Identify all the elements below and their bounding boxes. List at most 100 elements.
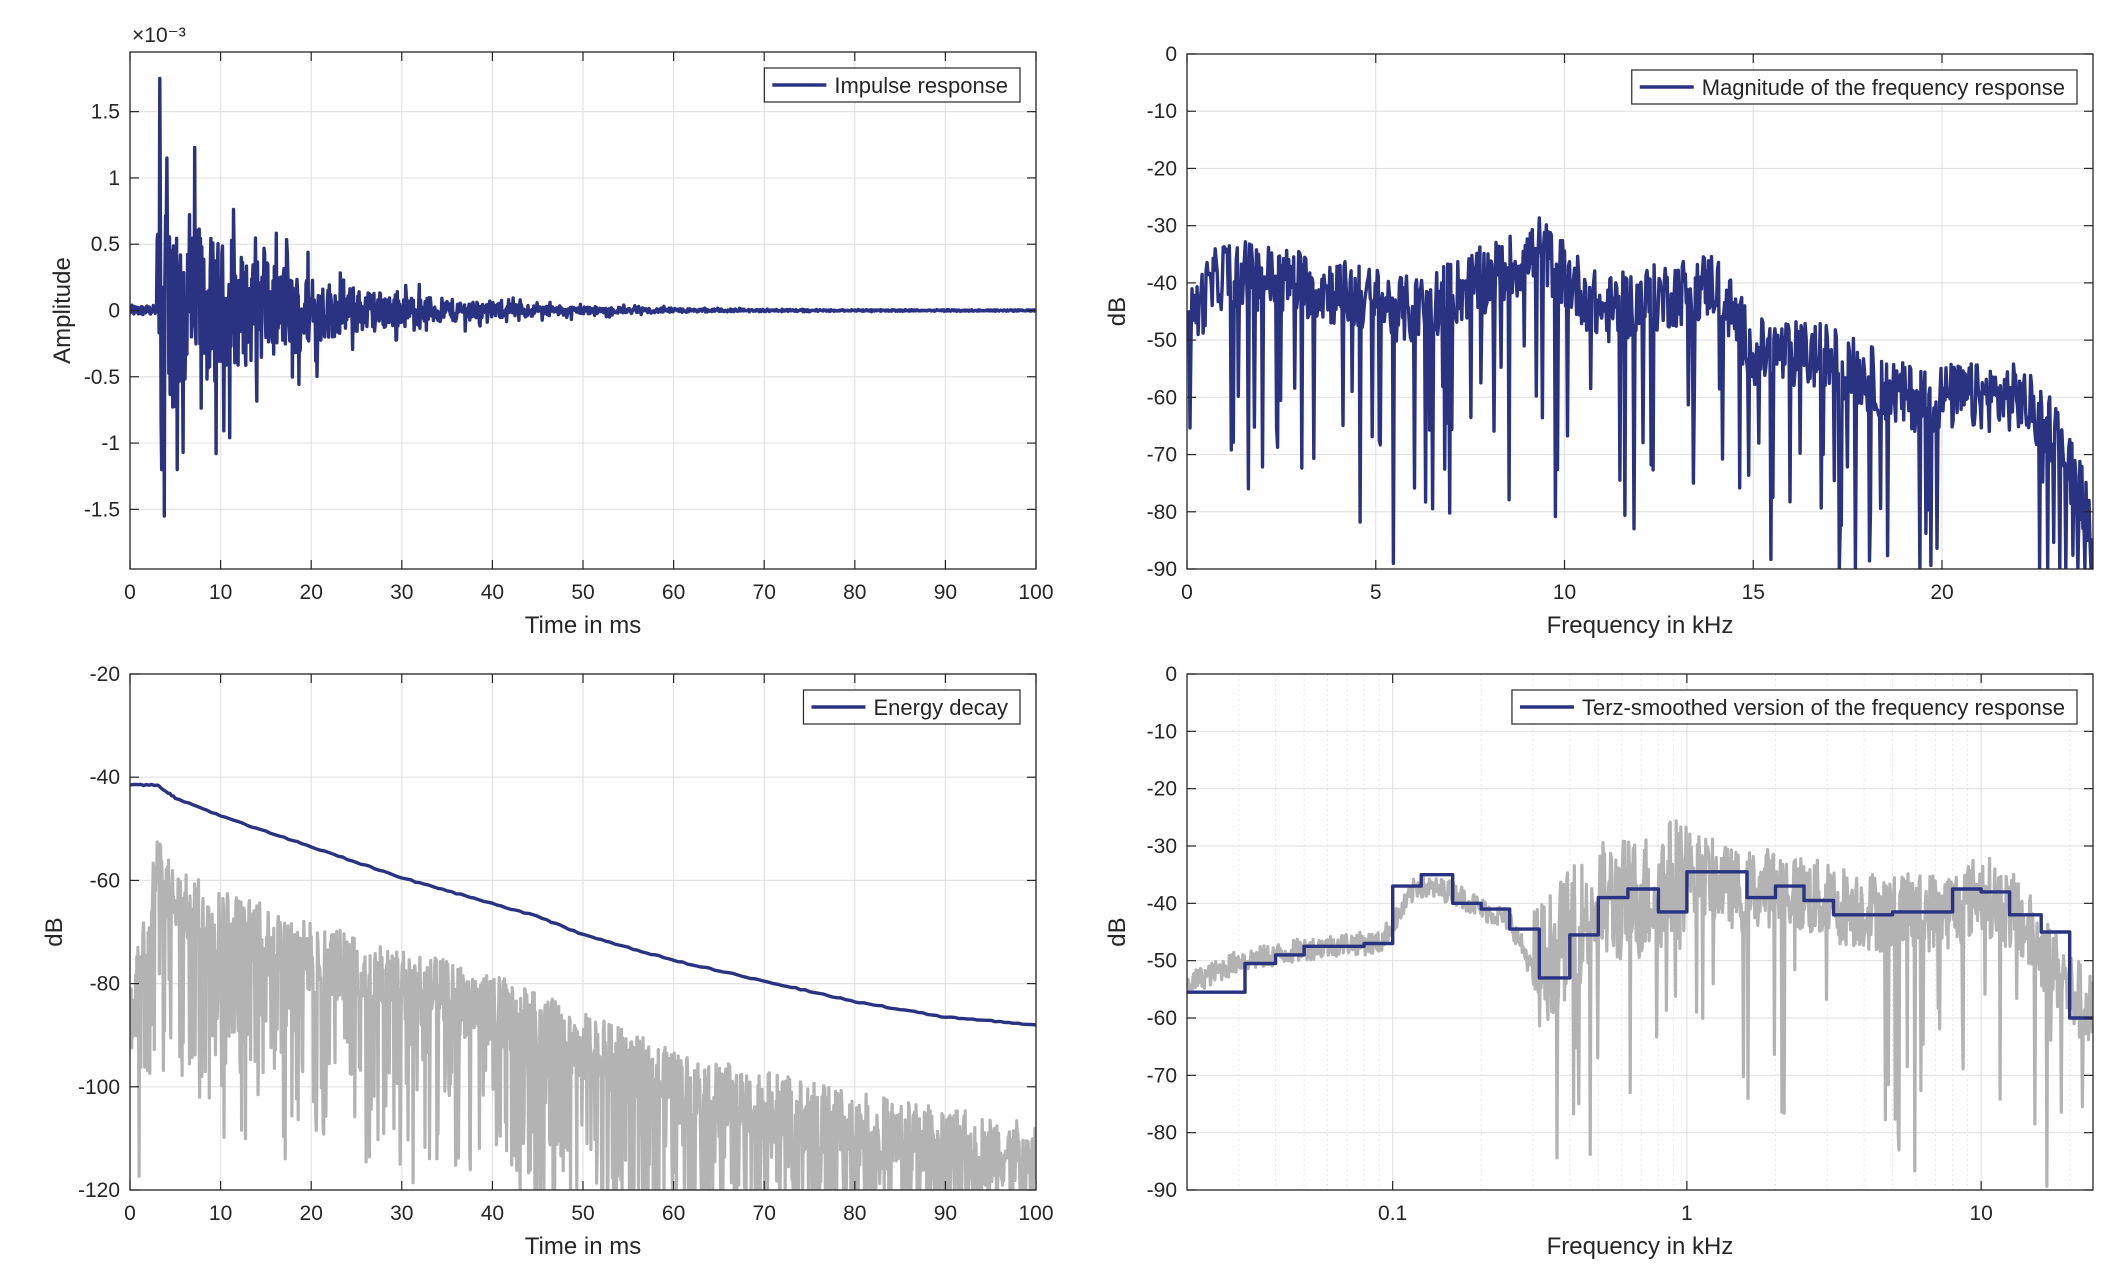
y-tick-label: -60 xyxy=(1147,1007,1177,1030)
y-tick-label: 0 xyxy=(1165,663,1177,686)
y-tick-label: -60 xyxy=(90,869,120,892)
x-tick-label: 100 xyxy=(1018,1202,1053,1225)
y-tick-label: -30 xyxy=(1147,835,1177,858)
chart-terz: 0.1 1 10 0 -10 -20 -30 -40 -50 -60 -70 -80 -90 Freque… xyxy=(1104,663,2094,1260)
y-tick-label: -20 xyxy=(1147,778,1177,801)
x-tick-label: 0 xyxy=(124,581,136,604)
x-tick-label: 0 xyxy=(1181,581,1193,604)
series-line-impulse-0 xyxy=(130,76,1036,518)
x-tick-label: 90 xyxy=(934,581,957,604)
y-tick-label: -80 xyxy=(1147,1122,1177,1145)
ticks: 0 10 20 30 40 50 60 70 80 90 100 -20 -40 -60 -80 -100 -1… xyxy=(78,663,1054,1225)
x-tick-label: 10 xyxy=(209,1202,232,1225)
x-axis-label: Frequency in kHz xyxy=(1547,1233,1734,1260)
y-tick-label: -100 xyxy=(78,1076,120,1099)
series-line-energy-1 xyxy=(130,840,1036,1190)
series-line-terz-0 xyxy=(1187,819,2093,1188)
x-tick-label: 100 xyxy=(1018,581,1053,604)
axes-box xyxy=(1186,673,2094,1191)
y-axis-label: dB xyxy=(41,917,68,946)
ticks: 0.1 1 10 0 -10 -20 -30 -40 -50 -60 -70 -80 -90 xyxy=(1147,663,2093,1225)
y-tick-label: -20 xyxy=(1147,157,1177,180)
x-tick-label: 40 xyxy=(481,581,504,604)
y-tick-label: 1.5 xyxy=(91,101,120,124)
chart-impulse: 0 10 20 30 40 50 60 70 80 90 100 -1.5 -1 -0.5 0 0.5 1 1.5… xyxy=(49,24,1054,639)
legend-box xyxy=(1511,689,2078,725)
legend-label: Magnitude of the frequency response xyxy=(1702,75,2065,100)
x-tick-label: 60 xyxy=(662,581,685,604)
axes-box xyxy=(1186,53,2094,570)
x-tick-label: 60 xyxy=(662,1202,685,1225)
y-tick-label: -70 xyxy=(1147,1064,1177,1087)
x-tick-label: 10 xyxy=(209,581,232,604)
x-tick-label: 20 xyxy=(1930,581,1953,604)
x-tick-label: 90 xyxy=(934,1202,957,1225)
x-tick-label: 80 xyxy=(843,581,866,604)
series-line-terz-1 xyxy=(1187,870,2093,1020)
x-tick-label: 30 xyxy=(390,581,413,604)
x-tick-label: 15 xyxy=(1742,581,1765,604)
y-tick-label: -80 xyxy=(1147,501,1177,524)
y-tick-label: 1 xyxy=(108,167,120,190)
ticks: 0 5 10 15 20 0 -10 -20 -30 -40 -50 -60 -70 -80 -90 xyxy=(1147,43,2093,604)
x-tick-label: 70 xyxy=(753,1202,776,1225)
y-tick-label: 0 xyxy=(108,300,120,323)
y-axis-label: Amplitude xyxy=(49,257,76,364)
y-tick-label: 0.5 xyxy=(91,233,120,256)
y-tick-label: -20 xyxy=(90,663,120,686)
y-tick-label: -0.5 xyxy=(84,366,120,389)
legend: Impulse response xyxy=(763,67,1021,103)
chart-energy: 0 10 20 30 40 50 60 70 80 90 100 -20 -40 -60 -80 -100 -1… xyxy=(41,663,1054,1260)
legend: Terz-smoothed version of the frequency r… xyxy=(1511,689,2078,725)
x-tick-label: 5 xyxy=(1370,581,1382,604)
x-axis-label: Time in ms xyxy=(525,612,641,639)
data-area xyxy=(130,76,1036,518)
x-axis-label: Frequency in kHz xyxy=(1547,612,1734,639)
legend-box xyxy=(1631,69,2078,105)
chart-magnitude: 0 5 10 15 20 0 -10 -20 -30 -40 -50 -60 -70 -80 -90 Freq… xyxy=(1104,43,2094,639)
legend-label: Impulse response xyxy=(834,73,1008,98)
data-area xyxy=(1187,819,2093,1188)
x-tick-label: 30 xyxy=(390,1202,413,1225)
y-axis-label: dB xyxy=(1104,297,1131,326)
y-tick-label: -50 xyxy=(1147,950,1177,973)
x-axis-label: Time in ms xyxy=(525,1233,641,1260)
legend: Magnitude of the frequency response xyxy=(1631,69,2078,105)
legend-label: Energy decay xyxy=(873,695,1008,720)
legend-label: Terz-smoothed version of the frequency r… xyxy=(1582,695,2065,720)
y-tick-label: -1 xyxy=(101,432,120,455)
y-tick-label: -50 xyxy=(1147,329,1177,352)
legend: Energy decay xyxy=(802,689,1021,725)
y-tick-label: -90 xyxy=(1147,558,1177,581)
y-tick-label: -90 xyxy=(1147,1179,1177,1202)
x-tick-label: 40 xyxy=(481,1202,504,1225)
data-area xyxy=(1187,216,2093,569)
x-tick-label: 1 xyxy=(1681,1202,1693,1225)
y-tick-label: 0 xyxy=(1165,43,1177,66)
y-tick-label: -60 xyxy=(1147,386,1177,409)
y-tick-label: -10 xyxy=(1147,100,1177,123)
y-tick-label: -30 xyxy=(1147,215,1177,238)
y-tick-label: -80 xyxy=(90,973,120,996)
x-tick-label: 50 xyxy=(571,581,594,604)
axis-exponent-label: ×10⁻³ xyxy=(132,24,186,47)
y-tick-label: -10 xyxy=(1147,720,1177,743)
minor-grid xyxy=(1238,674,2071,1190)
x-tick-label: 20 xyxy=(300,1202,323,1225)
y-tick-label: -1.5 xyxy=(84,498,120,521)
x-tick-label: 0 xyxy=(124,1202,136,1225)
ticks: 0 10 20 30 40 50 60 70 80 90 100 -1.5 -1 -0.5 0 0.5 1 1.5 xyxy=(84,52,1054,604)
x-tick-label: 80 xyxy=(843,1202,866,1225)
y-tick-label: -40 xyxy=(1147,272,1177,295)
series-line-energy-0 xyxy=(130,782,1036,1027)
y-tick-label: -120 xyxy=(78,1179,120,1202)
y-axis-label: dB xyxy=(1104,917,1131,946)
y-tick-label: -40 xyxy=(90,766,120,789)
x-tick-label: 10 xyxy=(1969,1202,1992,1225)
y-tick-label: -40 xyxy=(1147,892,1177,915)
series-line-magnitude-0 xyxy=(1187,216,2093,569)
y-tick-label: -70 xyxy=(1147,444,1177,467)
x-tick-label: 20 xyxy=(300,581,323,604)
x-tick-label: 70 xyxy=(753,581,776,604)
